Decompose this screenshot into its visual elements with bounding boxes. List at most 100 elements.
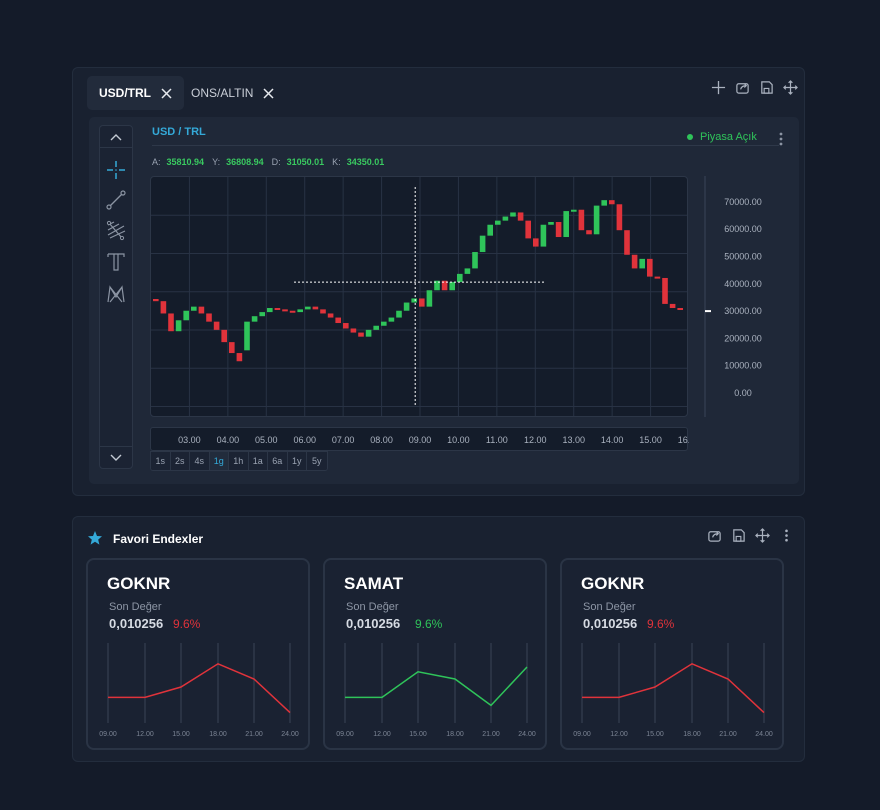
sparkline xyxy=(345,666,528,707)
interval-6a[interactable]: 6a xyxy=(268,452,288,470)
save-icon[interactable] xyxy=(730,527,746,543)
candle xyxy=(571,209,577,212)
candle xyxy=(229,342,235,354)
x-tick-label: 06.00 xyxy=(293,435,316,445)
candle xyxy=(221,329,227,343)
chart-symbol-title: USD / TRL xyxy=(152,126,206,138)
sparkline-x-label: 18.00 xyxy=(683,731,701,738)
sparkline-x-label: 21.00 xyxy=(482,731,500,738)
fibonacci-tool[interactable] xyxy=(105,219,127,241)
candle xyxy=(251,316,258,322)
candle xyxy=(289,310,296,313)
text-tool[interactable] xyxy=(105,251,127,273)
sparkline xyxy=(108,662,291,714)
trend-line-tool[interactable] xyxy=(105,189,127,211)
tab-ons-altin[interactable]: ONS/ALTIN xyxy=(179,76,286,110)
card-symbol: GOKNR xyxy=(107,574,171,593)
crosshair-tool[interactable] xyxy=(105,159,127,181)
candle xyxy=(343,323,349,329)
favorite-card[interactable]: GOKNR Son Değer 0,010256 9.6% 09.00 12.00 15.0… xyxy=(86,558,310,750)
chart-area: USD / TRL Piyasa Açık A: 35810.94 Y: 368… xyxy=(89,117,799,484)
candle xyxy=(487,224,493,236)
candle xyxy=(540,224,547,247)
candle xyxy=(586,230,592,235)
x-tick-label: 14.00 xyxy=(601,435,624,445)
interval-5y[interactable]: 5y xyxy=(307,452,327,470)
candle xyxy=(396,310,402,318)
candle xyxy=(274,308,281,311)
candle xyxy=(647,258,653,277)
y-tick-label: 10000.00 xyxy=(724,361,762,371)
save-icon[interactable] xyxy=(758,79,774,95)
card-value: 0,010256 xyxy=(346,616,401,631)
candle xyxy=(244,321,250,351)
move-icon[interactable] xyxy=(782,79,798,95)
candle xyxy=(669,303,676,309)
candle xyxy=(365,329,372,337)
y-tick-label: 0.00 xyxy=(734,388,752,398)
share-icon[interactable] xyxy=(734,79,750,95)
move-icon[interactable] xyxy=(754,527,770,543)
interval-4s[interactable]: 4s xyxy=(190,452,210,470)
candle xyxy=(267,308,273,313)
card-change: 9.6% xyxy=(647,617,675,631)
scroll-down-button[interactable] xyxy=(100,446,132,468)
x-axis-bar: 03.00 04.00 05.00 06.00 07.00 08.00 09.00 10.00… xyxy=(150,427,689,451)
sparkline-x-label: 21.00 xyxy=(719,731,737,738)
card-change: 9.6% xyxy=(173,617,201,631)
interval-1s[interactable]: 1s xyxy=(151,452,171,470)
candle xyxy=(616,204,623,231)
interval-1h[interactable]: 1h xyxy=(229,452,249,470)
candle xyxy=(305,306,311,310)
close-icon[interactable] xyxy=(263,87,274,99)
sparkline-chart: 09.00 12.00 15.00 18.00 21.00 24.00 xyxy=(99,643,299,738)
title-divider xyxy=(152,145,779,146)
candle xyxy=(373,325,379,330)
pattern-tool[interactable] xyxy=(105,283,127,305)
card-symbol: SAMAT xyxy=(344,574,404,593)
candle xyxy=(449,282,455,291)
candlestick-chart xyxy=(151,177,687,416)
scroll-up-button[interactable] xyxy=(100,126,132,148)
candlestick-plot[interactable] xyxy=(150,176,688,417)
y-tick-label: 20000.00 xyxy=(724,333,762,343)
chevron-down-icon xyxy=(110,454,122,461)
tab-label: ONS/ALTIN xyxy=(191,86,254,100)
y-tick-label: 50000.00 xyxy=(724,252,762,262)
status-dot xyxy=(687,134,693,140)
more-icon[interactable] xyxy=(778,527,794,543)
favorite-card[interactable]: GOKNR Son Değer 0,010256 9.6% 09.00 12.00 15.0… xyxy=(560,558,784,750)
x-tick-label: 07.00 xyxy=(332,435,355,445)
y-tick-label: 60000.00 xyxy=(724,224,762,234)
interval-2s[interactable]: 2s xyxy=(170,452,190,470)
share-icon[interactable] xyxy=(706,527,722,543)
candle xyxy=(335,317,341,324)
sparkline xyxy=(582,662,765,714)
close-icon[interactable] xyxy=(161,87,172,99)
last-value-label: Son Değer xyxy=(346,601,399,613)
interval-1y[interactable]: 1y xyxy=(287,452,307,470)
interval-1a[interactable]: 1a xyxy=(248,452,268,470)
y-axis: 70000.00 60000.00 50000.00 40000.00 30000.00… xyxy=(704,176,762,417)
candle xyxy=(160,301,167,314)
candle xyxy=(426,290,433,307)
tab-usd-trl[interactable]: USD/TRL xyxy=(87,76,184,110)
interval-selector: 1s 2s 4s 1g 1h 1a 6a 1y 5y xyxy=(150,451,328,471)
more-icon[interactable] xyxy=(777,131,785,147)
candle xyxy=(168,313,174,332)
card-symbol: GOKNR xyxy=(581,574,645,593)
candle xyxy=(654,276,661,279)
interval-1g[interactable]: 1g xyxy=(209,452,229,470)
candle xyxy=(282,309,288,312)
sparkline-x-label: 18.00 xyxy=(446,731,464,738)
favorite-card[interactable]: SAMAT Son Değer 0,010256 9.6% 09.00 12.00 15.0… xyxy=(323,558,547,750)
candle xyxy=(441,280,448,291)
pattern-icon xyxy=(107,285,125,303)
open-label: A: xyxy=(152,157,161,167)
add-icon[interactable] xyxy=(710,79,726,95)
x-tick-label: 05.00 xyxy=(255,435,278,445)
card-change: 9.6% xyxy=(415,617,443,631)
candle xyxy=(411,298,417,303)
card-value: 0,010256 xyxy=(583,616,638,631)
favorites-title: Favori Endexler xyxy=(113,532,204,546)
